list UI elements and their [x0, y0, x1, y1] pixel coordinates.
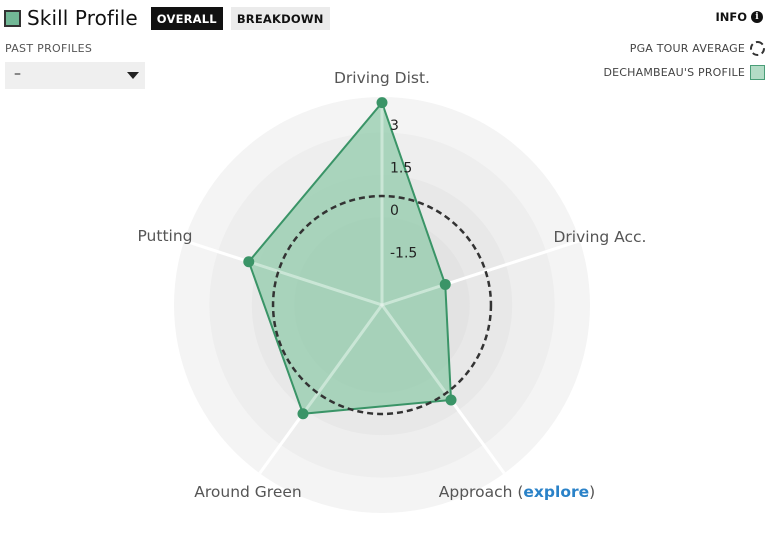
- axis-spoke-overlay: [258, 304, 384, 475]
- profile-swatch-icon: [750, 65, 765, 80]
- title-swatch-icon: [4, 9, 21, 27]
- past-profiles-label: PAST PROFILES: [5, 42, 93, 55]
- legend-average: PGA TOUR AVERAGE: [630, 41, 765, 56]
- axis-label: Driving Dist.: [334, 69, 430, 87]
- header: Skill Profile OVERALL BREAKDOWN: [4, 5, 338, 31]
- past-profiles-value: –: [14, 66, 21, 82]
- legend-profile-label: DECHAMBEAU'S PROFILE: [603, 66, 745, 79]
- tick-label: 0: [390, 203, 399, 219]
- profile-point: [243, 256, 255, 268]
- explore-link[interactable]: explore: [523, 483, 589, 501]
- legend-average-label: PGA TOUR AVERAGE: [629, 42, 745, 55]
- info-icon: i: [751, 11, 763, 23]
- average-ring: [271, 194, 493, 416]
- tick-label: 3: [390, 118, 399, 134]
- axis-label-text: ): [589, 483, 595, 501]
- past-profiles-select[interactable]: –: [5, 62, 145, 89]
- tab-overall[interactable]: OVERALL: [150, 6, 223, 30]
- axis-label: Approach (explore): [439, 483, 595, 501]
- axis-label: Driving Acc.: [554, 228, 647, 246]
- info-label: INFO: [715, 10, 747, 24]
- legend-profile: DECHAMBEAU'S PROFILE: [603, 65, 765, 80]
- dashed-circle-icon: [750, 41, 765, 56]
- tab-breakdown[interactable]: BREAKDOWN: [230, 6, 330, 30]
- page-title: Skill Profile: [27, 6, 138, 30]
- profile-area: [247, 100, 453, 415]
- axis-label: Around Green: [194, 483, 301, 501]
- profile-point: [297, 408, 309, 420]
- axis-spoke-overlay: [380, 304, 506, 475]
- axis-label: Putting: [137, 227, 192, 245]
- tick-label: 1.5: [390, 161, 412, 177]
- axis-spoke-overlay: [381, 239, 581, 307]
- tick-label: -1.5: [390, 245, 417, 261]
- chevron-down-icon: [127, 72, 139, 79]
- profile-point: [445, 394, 457, 406]
- axis-spoke-overlay: [183, 239, 383, 307]
- profile-point: [439, 278, 451, 290]
- profile-point: [376, 97, 388, 109]
- axis-label-text: Approach (: [439, 483, 524, 501]
- info-button[interactable]: INFO i: [715, 10, 763, 24]
